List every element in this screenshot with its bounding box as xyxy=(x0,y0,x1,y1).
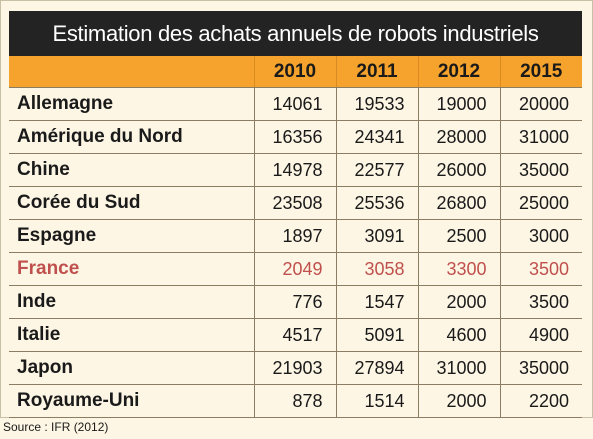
chart-title: Estimation des achats annuels de robots … xyxy=(9,11,582,56)
table-cell: 25000 xyxy=(499,186,582,220)
table-cell: 776 xyxy=(253,285,336,319)
table-cell: 16356 xyxy=(253,120,336,154)
table-row: Japon 21903 27894 31000 35000 xyxy=(9,351,582,385)
table-cell: 22577 xyxy=(335,153,418,187)
source-note: Source : IFR (2012) xyxy=(3,420,109,434)
table-cell: 26800 xyxy=(417,186,500,220)
row-label: Amérique du Nord xyxy=(9,120,254,154)
table-cell: 24341 xyxy=(335,120,418,154)
table-cell: 3500 xyxy=(499,252,582,286)
data-table: 2010 2011 2012 2015 Allemagne 14061 19533 1… xyxy=(9,56,582,418)
row-label: Inde xyxy=(9,285,254,319)
table-cell: 1547 xyxy=(335,285,418,319)
table-cell: 878 xyxy=(253,384,336,418)
table-row: France 2049 3058 3300 3500 xyxy=(9,252,582,286)
table-cell: 1514 xyxy=(335,384,418,418)
table-cell: 3500 xyxy=(499,285,582,319)
table-row: Chine 14978 22577 26000 35000 xyxy=(9,153,582,187)
row-label: Italie xyxy=(9,318,254,352)
table-cell: 2049 xyxy=(253,252,336,286)
table-cell: 19000 xyxy=(417,87,500,121)
table-cell: 2000 xyxy=(417,285,500,319)
table-cell: 5091 xyxy=(335,318,418,352)
table-row: Inde 776 1547 2000 3500 xyxy=(9,285,582,319)
table-row: Amérique du Nord 16356 24341 28000 31000 xyxy=(9,120,582,154)
header-row: 2010 2011 2012 2015 xyxy=(9,56,582,88)
table-cell: 35000 xyxy=(499,153,582,187)
table-cell: 31000 xyxy=(417,351,500,385)
table-cell: 20000 xyxy=(499,87,582,121)
table-header: 2010 2011 2012 2015 xyxy=(9,56,582,88)
table-cell: 4900 xyxy=(499,318,582,352)
column-header: 2010 xyxy=(253,56,336,88)
header-corner xyxy=(9,56,254,88)
table-row: Corée du Sud 23508 25536 26800 25000 xyxy=(9,186,582,220)
row-label: Chine xyxy=(9,153,254,187)
table-row: Royaume-Uni 878 1514 2000 2200 xyxy=(9,384,582,418)
column-header: 2015 xyxy=(499,56,582,88)
row-label: Corée du Sud xyxy=(9,186,254,220)
table-cell: 14978 xyxy=(253,153,336,187)
table-cell: 2000 xyxy=(417,384,500,418)
row-label: Allemagne xyxy=(9,87,254,121)
row-label: Espagne xyxy=(9,219,254,253)
table-row: Espagne 1897 3091 2500 3000 xyxy=(9,219,582,253)
table-cell: 23508 xyxy=(253,186,336,220)
row-label: Japon xyxy=(9,351,254,385)
table-cell: 21903 xyxy=(253,351,336,385)
table-cell: 35000 xyxy=(499,351,582,385)
row-label: Royaume-Uni xyxy=(9,384,254,418)
table-cell: 3000 xyxy=(499,219,582,253)
table-body: Allemagne 14061 19533 19000 20000 Amérique du… xyxy=(9,87,582,418)
column-header: 2011 xyxy=(335,56,418,88)
table-row: Allemagne 14061 19533 19000 20000 xyxy=(9,87,582,121)
table-cell: 3091 xyxy=(335,219,418,253)
table-cell: 27894 xyxy=(335,351,418,385)
column-header: 2012 xyxy=(417,56,500,88)
table-cell: 14061 xyxy=(253,87,336,121)
table-cell: 4517 xyxy=(253,318,336,352)
table-cell: 19533 xyxy=(335,87,418,121)
table-cell: 3300 xyxy=(417,252,500,286)
table-cell: 1897 xyxy=(253,219,336,253)
table-cell: 4600 xyxy=(417,318,500,352)
table-row: Italie 4517 5091 4600 4900 xyxy=(9,318,582,352)
table-cell: 3058 xyxy=(335,252,418,286)
table-cell: 2200 xyxy=(499,384,582,418)
table-cell: 28000 xyxy=(417,120,500,154)
table-cell: 25536 xyxy=(335,186,418,220)
table-cell: 31000 xyxy=(499,120,582,154)
table-cell: 26000 xyxy=(417,153,500,187)
row-label: France xyxy=(9,252,254,286)
table-cell: 2500 xyxy=(417,219,500,253)
